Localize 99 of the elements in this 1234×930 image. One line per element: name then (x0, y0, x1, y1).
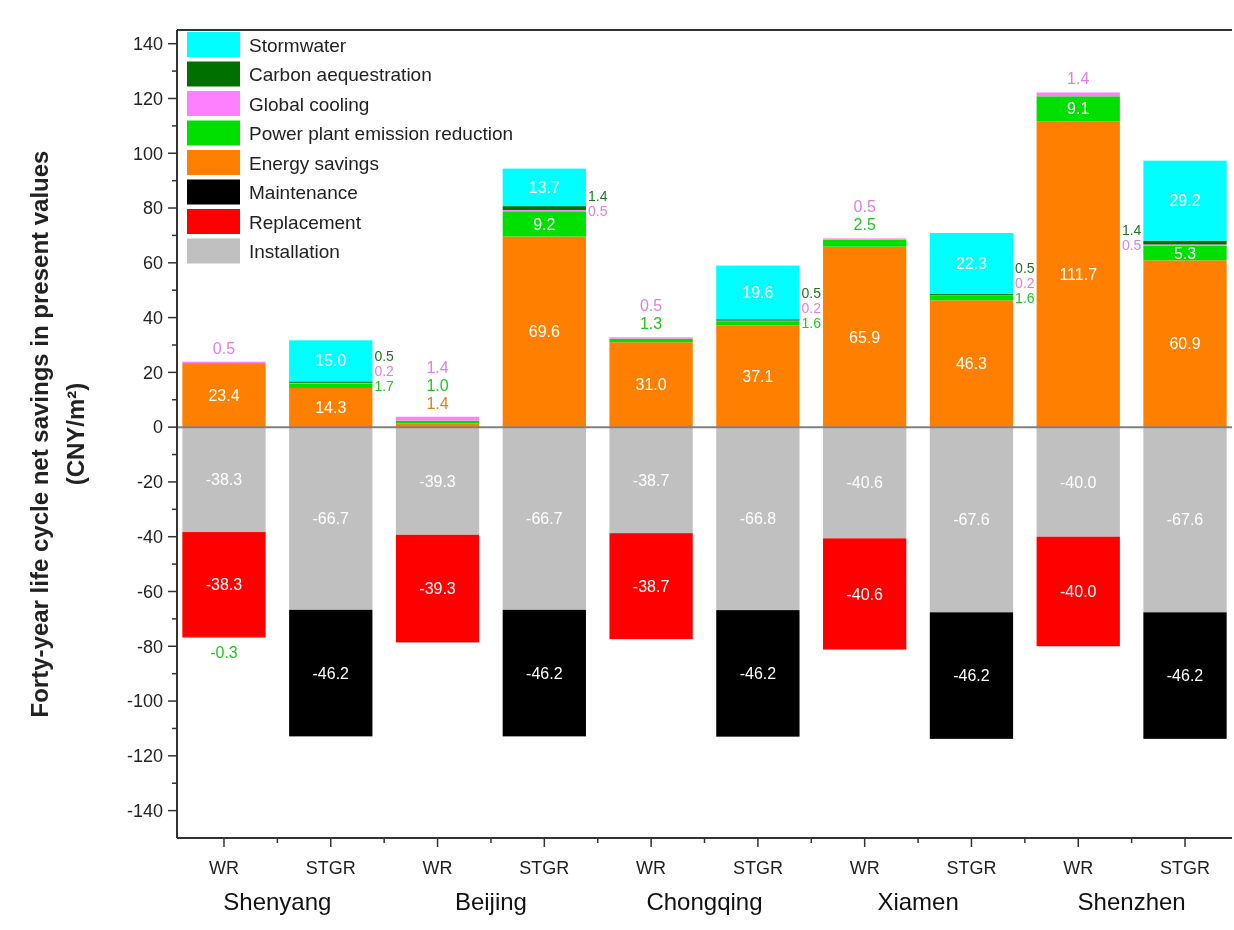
data-label: -46.2 (312, 664, 350, 682)
y-tick-label: 40 (142, 307, 163, 328)
data-label: -66.7 (312, 510, 350, 528)
y-tick-label: 100 (132, 143, 163, 164)
y-tick-label: 20 (142, 362, 163, 383)
text: Xiamen (877, 888, 959, 915)
legend-label: Energy savings (249, 152, 379, 174)
data-label: -66.8 (739, 510, 777, 528)
data-label: 1.7 (374, 377, 395, 394)
y-tick-label: 0 (152, 417, 163, 438)
data-label: 0.5 (374, 347, 395, 364)
data-label: 1.4 (426, 358, 449, 376)
y-tick-label: 140 (132, 33, 163, 54)
x-tick-label: WR (1063, 858, 1094, 878)
data-label: 29.2 (1169, 192, 1201, 210)
data-label: -67.6 (1166, 511, 1204, 529)
data-label: 13.7 (528, 178, 560, 196)
data-label: 0.5 (853, 198, 876, 216)
y-tick-label: -20 (136, 472, 163, 493)
data-label: -40.0 (1060, 473, 1097, 491)
data-label: 37.1 (742, 367, 774, 385)
data-label: 1.3 (639, 315, 663, 333)
data-label: 0.5 (587, 202, 608, 219)
text: Shenzhen (1077, 888, 1186, 915)
data-label: 60.9 (1169, 335, 1201, 353)
data-label: 1.4 (1067, 70, 1090, 88)
data-label: -38.3 (205, 471, 243, 489)
data-label: -46.2 (953, 667, 990, 685)
x-tick-label: STGR (946, 858, 997, 878)
legend-label: Replacement (249, 211, 362, 233)
data-label: 0.5 (212, 339, 236, 357)
data-label: 111.7 (1059, 265, 1098, 283)
data-label: -46.2 (526, 664, 563, 682)
data-label: 1.4 (587, 187, 608, 204)
data-label: 23.4 (208, 386, 240, 404)
text: Beijing (454, 888, 527, 915)
x-tick-label: WR (849, 858, 880, 878)
data-label: -46.2 (1166, 667, 1204, 685)
data-label: -40.6 (846, 585, 884, 603)
legend-label: Maintenance (249, 182, 358, 204)
x-tick-label: WR (208, 858, 239, 878)
data-label: -46.2 (739, 664, 777, 682)
data-label: -38.7 (632, 577, 670, 595)
data-label: -67.6 (953, 511, 990, 529)
legend-label: Power plant emission reduction (249, 123, 514, 145)
data-label: 31.0 (635, 376, 667, 394)
data-label: 22.3 (955, 255, 988, 273)
y-tick-label: -80 (136, 636, 163, 657)
x-tick-label: WR (422, 858, 453, 878)
data-label: 69.6 (528, 323, 560, 341)
text: Shenyang (223, 888, 332, 915)
y-tick-label: 60 (142, 253, 163, 274)
data-label: 1.6 (801, 315, 822, 332)
y-axis-title: Forty-year life cycle net savings in present values (CNY/m²) (26, 150, 89, 718)
data-label: 0.2 (801, 300, 822, 317)
data-label: 46.3 (955, 355, 988, 373)
data-label: 0.2 (1015, 275, 1035, 292)
data-label: -39.3 (419, 472, 456, 490)
data-label: 0.2 (374, 362, 395, 379)
data-label: 1.6 (1015, 290, 1035, 307)
y-tick-label: -140 (126, 800, 163, 821)
y-tick-label: -100 (126, 691, 163, 712)
data-label: 1.4 (426, 394, 449, 412)
text: Chongqing (646, 888, 763, 915)
legend-label: Carbon aequestration (249, 64, 432, 86)
data-label: 9.2 (533, 215, 556, 233)
data-label: 5.3 (1173, 244, 1197, 262)
data-label: 14.3 (315, 399, 347, 417)
x-tick-label: STGR (732, 858, 783, 878)
y-tick-label: -120 (126, 746, 163, 767)
legend-label: Global cooling (249, 93, 370, 115)
data-label: 0.5 (1015, 260, 1035, 277)
data-label: 0.5 (639, 297, 663, 315)
y-tick-label: -40 (136, 527, 163, 548)
x-tick-label: STGR (1160, 858, 1211, 878)
data-label: 2.5 (853, 216, 876, 234)
data-label: 0.5 (801, 285, 822, 302)
data-label: -38.7 (632, 471, 670, 489)
data-label: 1.0 (426, 376, 449, 394)
data-label: 1.4 (1121, 222, 1142, 239)
data-label: 65.9 (849, 328, 881, 346)
data-label: -40.6 (846, 474, 884, 492)
legend-label: Installation (249, 241, 340, 263)
y-tick-label: 120 (132, 88, 163, 109)
y-tick-label: -60 (136, 581, 163, 602)
data-label: 15.0 (315, 352, 347, 370)
x-tick-label: STGR (519, 858, 570, 878)
data-label: 19.6 (742, 283, 774, 301)
x-tick-label: STGR (305, 858, 356, 878)
x-tick-label: WR (636, 858, 667, 878)
data-label: -66.7 (526, 510, 563, 528)
data-label: -38.3 (205, 576, 243, 594)
data-label: 0.5 (1121, 237, 1142, 254)
legend-label: Stormwater (249, 34, 347, 56)
data-label: -40.0 (1060, 583, 1097, 601)
data-label: -0.3 (210, 643, 238, 661)
data-label: 9.1 (1067, 100, 1090, 118)
y-tick-label: 80 (142, 198, 163, 219)
data-label: -39.3 (419, 580, 456, 598)
